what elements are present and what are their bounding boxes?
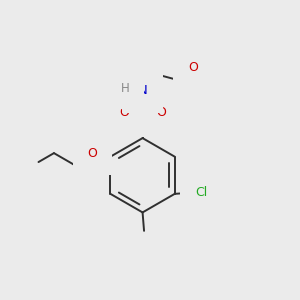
- Text: S: S: [138, 106, 147, 120]
- Text: N: N: [138, 84, 147, 97]
- Text: O: O: [188, 61, 198, 74]
- Text: H: H: [121, 82, 130, 95]
- Text: O: O: [88, 147, 98, 160]
- Text: O: O: [119, 106, 129, 119]
- Text: O: O: [156, 106, 166, 119]
- Text: Cl: Cl: [195, 186, 208, 199]
